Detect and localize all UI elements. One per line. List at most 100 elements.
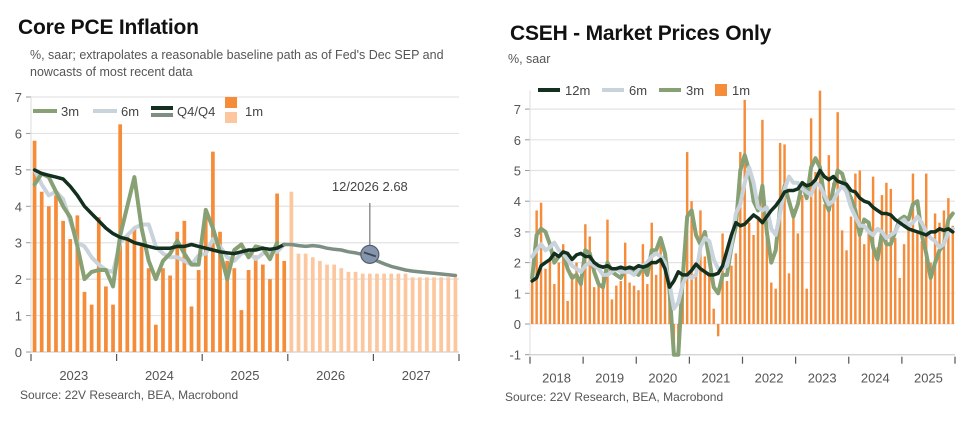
bar-1m — [885, 182, 888, 324]
bar-1m-forecast — [325, 264, 329, 352]
bar-1m-actual — [146, 268, 151, 352]
bar-1m — [902, 244, 906, 324]
line-12m — [530, 168, 955, 289]
x-tick-label: 2025 — [231, 368, 260, 383]
bar-1m-forecast — [332, 264, 337, 352]
bar-1m — [610, 299, 614, 324]
bar-1m-forecast — [432, 277, 436, 352]
y-tick-label: 7 — [514, 102, 521, 117]
legend-label-q4q4: Q4/Q4 — [177, 104, 215, 119]
bar-1m-forecast — [410, 277, 415, 352]
bar-1m — [703, 256, 707, 324]
y-tick-label: 6 — [514, 133, 521, 148]
bar-1m-actual — [54, 195, 58, 352]
bar-1m-actual — [153, 324, 158, 352]
bar-1m — [947, 198, 950, 324]
bar-1m-actual — [232, 268, 237, 352]
bar-1m — [646, 284, 649, 324]
bar-1m — [712, 308, 715, 324]
bar-1m-actual — [182, 220, 187, 352]
bar-1m — [854, 173, 857, 324]
bar-1m — [716, 324, 720, 337]
bar-1m — [832, 182, 835, 324]
line-6m — [530, 165, 955, 311]
bar-1m-forecast — [375, 273, 379, 352]
x-tick-label: 2025 — [914, 371, 943, 386]
x-tick-label: 2019 — [595, 371, 624, 386]
bar-1m-forecast — [382, 273, 386, 352]
chart-subtitle: %, saar; extrapolates a reasonable basel… — [30, 48, 444, 79]
bar-1m — [615, 285, 618, 324]
legend-swatch-1m — [715, 84, 727, 96]
y-tick-label: 7 — [15, 90, 22, 105]
bar-1m-actual — [211, 151, 215, 352]
chart-source: Source: 22V Research, BEA, Macrobond — [505, 390, 724, 404]
bar-1m — [801, 195, 804, 324]
bar-1m — [863, 244, 866, 324]
bar-1m — [557, 262, 560, 324]
bar-1m — [894, 238, 897, 324]
bar-1m — [827, 155, 831, 324]
bar-1m — [553, 284, 556, 324]
bar-1m — [916, 230, 919, 324]
x-tick-label: 2023 — [59, 368, 88, 383]
bar-1m-actual — [39, 191, 44, 352]
bar-1m — [818, 90, 822, 325]
legend-swatch-3m — [659, 88, 681, 92]
bar-1m — [867, 225, 870, 324]
cseh-chart-panel: CSEH - Market Prices Only %, saar -1 0 1 2 3… — [490, 0, 973, 422]
legend-swatch-6m — [602, 88, 624, 92]
legend-label-3m: 3m — [61, 104, 79, 119]
bar-1m — [876, 247, 879, 324]
x-tick-label: 2026 — [316, 368, 345, 383]
bar-1m — [535, 210, 538, 324]
bar-1m — [858, 170, 862, 324]
bar-1m-forecast — [310, 257, 315, 352]
bar-1m — [920, 241, 924, 324]
bar-1m — [765, 219, 769, 324]
bar-1m-forecast — [367, 273, 372, 352]
legend-label-6m: 6m — [121, 104, 139, 119]
bar-1m — [783, 144, 786, 324]
bar-1m — [739, 152, 742, 324]
bar-1m — [730, 265, 733, 324]
x-tick-label: 2021 — [701, 371, 730, 386]
bar-1m-actual — [260, 264, 265, 352]
y-tick-label: -1 — [509, 348, 521, 363]
bar-1m — [743, 99, 746, 324]
y-tick-label: 4 — [514, 194, 521, 209]
bar-1m — [650, 222, 653, 324]
bar-1m — [592, 287, 596, 324]
bar-1m-actual — [168, 275, 172, 352]
line-3m — [32, 171, 280, 289]
x-tick-label: 2018 — [542, 371, 571, 386]
x-tick-label: 2027 — [402, 368, 431, 383]
bar-1m — [752, 234, 755, 324]
y-tick-label: 2 — [15, 272, 22, 287]
legend-label-12m: 12m — [565, 83, 590, 98]
y-tick-label: 3 — [514, 225, 521, 240]
legend-swatch-q4q4-forecast — [151, 113, 173, 117]
bar-1m-actual — [111, 304, 115, 352]
bar-1m — [814, 172, 817, 324]
bar-1m — [584, 224, 587, 324]
bar-1m — [566, 300, 569, 324]
bar-1m — [805, 288, 808, 324]
legend-label-1m: 1m — [732, 83, 750, 98]
bar-1m — [880, 195, 884, 324]
bar-1m-actual — [139, 246, 144, 352]
bar-1m-forecast — [446, 277, 451, 352]
legend-swatch-6m — [93, 109, 117, 113]
core-pce-chart-panel: Core PCE Inflation %, saar; extrapolates… — [0, 0, 480, 422]
bar-1m — [725, 281, 729, 324]
bar-1m — [787, 273, 791, 324]
bar-1m-actual — [46, 206, 51, 352]
bar-1m-actual — [125, 235, 130, 352]
bar-1m — [632, 285, 636, 324]
bar-1m-forecast — [289, 191, 294, 352]
chart-title: CSEH - Market Prices Only — [510, 22, 772, 45]
bar-1m — [530, 277, 534, 324]
chart-title: Core PCE Inflation — [18, 16, 199, 39]
bar-1m-actual — [225, 260, 230, 352]
line-q4q4-actual — [32, 168, 286, 256]
